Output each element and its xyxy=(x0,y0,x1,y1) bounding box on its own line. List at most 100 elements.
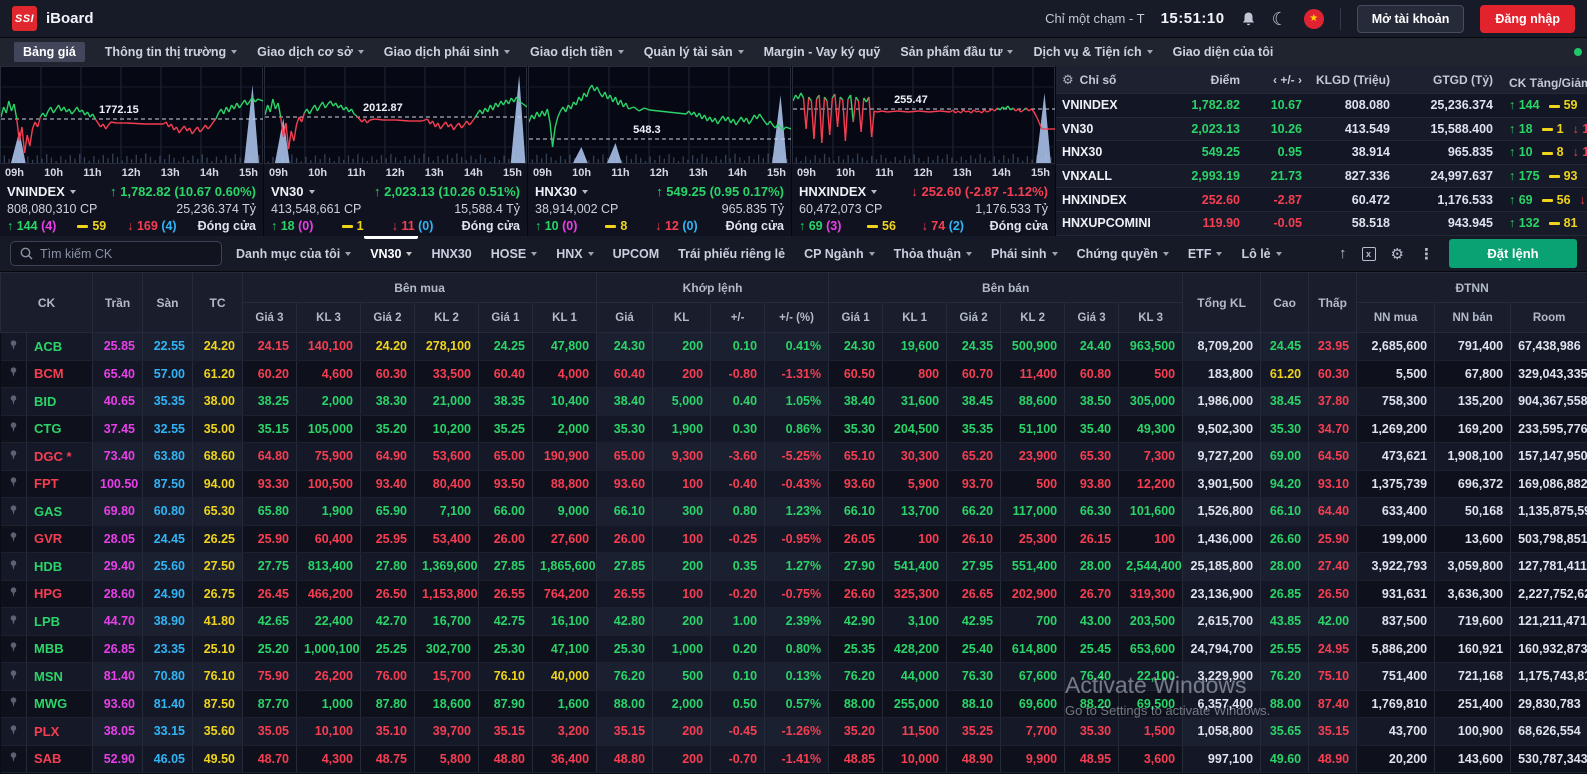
bid-volume-cell[interactable]: 39,700 xyxy=(414,717,479,746)
bid-price-cell[interactable]: 48.70 xyxy=(242,745,297,773)
bid-price-cell[interactable]: 93.50 xyxy=(478,470,533,498)
ask-price-cell[interactable]: 93.70 xyxy=(946,470,1002,498)
bid-price-cell[interactable]: 38.35 xyxy=(478,387,533,416)
match-price-cell[interactable]: 66.10 xyxy=(596,497,654,526)
bid-volume-cell[interactable]: 1,369,600 xyxy=(414,552,479,581)
match-price-cell[interactable]: 60.40 xyxy=(596,360,654,388)
tab-hose[interactable]: HOSE xyxy=(491,236,538,271)
ask-price-cell[interactable]: 28.00 xyxy=(1064,552,1120,581)
match-price-cell[interactable]: 26.55 xyxy=(596,580,654,608)
ask-volume-cell[interactable]: 7,300 xyxy=(1118,442,1184,471)
tab-tr-i-phi-u-ri-ng-l-[interactable]: Trái phiếu riêng lẻ xyxy=(678,236,785,271)
symbol-cell[interactable]: SAB xyxy=(26,745,93,773)
bid-volume-cell[interactable]: 1,600 xyxy=(532,690,598,718)
language-flag-icon[interactable]: ★ xyxy=(1303,8,1324,29)
bid-price-cell[interactable]: 27.75 xyxy=(242,552,297,581)
menu-item-th-ng-tin-th-tr-ng[interactable]: Thông tin thị trường xyxy=(105,45,238,59)
bid-price-cell[interactable]: 76.10 xyxy=(478,662,533,691)
ask-volume-cell[interactable]: 23,900 xyxy=(1000,442,1066,471)
ask-volume-cell[interactable]: 13,700 xyxy=(882,497,948,526)
ask-volume-cell[interactable]: 88,600 xyxy=(1000,387,1066,416)
pin-icon[interactable] xyxy=(0,470,27,498)
bid-volume-cell[interactable]: 100,500 xyxy=(296,470,361,498)
ask-price-cell[interactable]: 93.60 xyxy=(828,470,884,498)
index-name-dropdown[interactable]: VNINDEX xyxy=(7,184,76,199)
ask-volume-cell[interactable]: 500 xyxy=(1118,360,1184,388)
match-price-cell[interactable]: 38.40 xyxy=(596,387,654,416)
pin-icon[interactable] xyxy=(0,580,27,608)
ask-volume-cell[interactable]: 963,500 xyxy=(1118,332,1184,361)
menu-item-qu-n-l-t-i-s-n[interactable]: Quản lý tài sản xyxy=(644,45,744,59)
tab-ch-ng-quy-n[interactable]: Chứng quyền xyxy=(1077,236,1169,271)
menu-item-b-ng-gi-[interactable]: Bảng giá xyxy=(14,42,85,62)
bid-price-cell[interactable]: 27.80 xyxy=(360,552,415,581)
bid-price-cell[interactable]: 24.25 xyxy=(478,332,533,361)
bid-price-cell[interactable]: 35.05 xyxy=(242,717,297,746)
ask-volume-cell[interactable]: 319,300 xyxy=(1118,580,1184,608)
bid-volume-cell[interactable]: 4,300 xyxy=(296,745,361,773)
search-box[interactable] xyxy=(10,241,222,266)
ask-price-cell[interactable]: 76.20 xyxy=(828,662,884,691)
bid-price-cell[interactable]: 48.75 xyxy=(360,745,415,773)
bid-volume-cell[interactable]: 88,800 xyxy=(532,470,598,498)
ask-price-cell[interactable]: 65.30 xyxy=(1064,442,1120,471)
ask-price-cell[interactable]: 26.05 xyxy=(828,525,884,553)
bid-price-cell[interactable]: 35.20 xyxy=(360,415,415,443)
watchlist-dropdown[interactable]: Danh mục của tôi xyxy=(236,236,352,271)
pin-icon[interactable] xyxy=(0,635,27,663)
ask-volume-cell[interactable]: 9,900 xyxy=(1000,745,1066,773)
ask-volume-cell[interactable]: 700 xyxy=(1000,607,1066,636)
index-row-vnindex[interactable]: VNINDEX 1,782.82 10.67 808.080 25,236.374 ↑ 1… xyxy=(1056,94,1587,118)
ask-volume-cell[interactable]: 44,000 xyxy=(882,662,948,691)
bid-price-cell[interactable]: 93.30 xyxy=(242,470,297,498)
bid-volume-cell[interactable]: 302,700 xyxy=(414,635,479,663)
index-row-vnxall[interactable]: VNXALL 2,993.19 21.73 827.336 24,997.637 ↑ 17… xyxy=(1056,164,1587,189)
ask-volume-cell[interactable]: 101,600 xyxy=(1118,497,1184,526)
bid-volume-cell[interactable]: 1,865,600 xyxy=(532,552,598,581)
tab-etf[interactable]: ETF xyxy=(1188,236,1223,271)
ask-volume-cell[interactable]: 800 xyxy=(882,360,948,388)
ask-price-cell[interactable]: 66.30 xyxy=(1064,497,1120,526)
bid-volume-cell[interactable]: 26,200 xyxy=(296,662,361,691)
bid-volume-cell[interactable]: 10,200 xyxy=(414,415,479,443)
settings-gear-icon[interactable]: ⚙ xyxy=(1062,71,1074,87)
bid-price-cell[interactable]: 35.15 xyxy=(478,717,533,746)
bid-price-cell[interactable]: 48.80 xyxy=(478,745,533,773)
symbol-cell[interactable]: FPT xyxy=(26,470,93,498)
bid-price-cell[interactable]: 60.20 xyxy=(242,360,297,388)
match-price-cell[interactable]: 93.60 xyxy=(596,470,654,498)
ask-price-cell[interactable]: 48.95 xyxy=(1064,745,1120,773)
menu-item-s-n-ph-m-u-t-[interactable]: Sản phẩm đầu tư xyxy=(900,45,1014,59)
bid-price-cell[interactable]: 87.70 xyxy=(242,690,297,718)
bid-price-cell[interactable]: 64.90 xyxy=(360,442,415,471)
ask-volume-cell[interactable]: 551,400 xyxy=(1000,552,1066,581)
pin-icon[interactable] xyxy=(0,360,27,388)
bid-volume-cell[interactable]: 4,000 xyxy=(532,360,598,388)
pin-icon[interactable] xyxy=(0,525,27,553)
scroll-top-icon[interactable]: ↑ xyxy=(1339,245,1347,262)
ask-price-cell[interactable]: 27.95 xyxy=(946,552,1002,581)
bid-volume-cell[interactable]: 18,600 xyxy=(414,690,479,718)
ask-price-cell[interactable]: 60.50 xyxy=(828,360,884,388)
pin-icon[interactable] xyxy=(0,415,27,443)
symbol-cell[interactable]: PLX xyxy=(26,717,93,746)
bid-volume-cell[interactable]: 22,400 xyxy=(296,607,361,636)
bid-price-cell[interactable]: 42.75 xyxy=(478,607,533,636)
ask-price-cell[interactable]: 25.40 xyxy=(946,635,1002,663)
ask-volume-cell[interactable]: 69,500 xyxy=(1118,690,1184,718)
ask-volume-cell[interactable]: 49,300 xyxy=(1118,415,1184,443)
index-name-dropdown[interactable]: VN30 xyxy=(271,184,315,199)
bid-volume-cell[interactable]: 53,600 xyxy=(414,442,479,471)
match-price-cell[interactable]: 88.00 xyxy=(596,690,654,718)
ask-volume-cell[interactable]: 305,000 xyxy=(1118,387,1184,416)
ask-price-cell[interactable]: 48.85 xyxy=(828,745,884,773)
ask-price-cell[interactable]: 35.40 xyxy=(1064,415,1120,443)
ask-price-cell[interactable]: 60.80 xyxy=(1064,360,1120,388)
symbol-cell[interactable]: BCM xyxy=(26,360,93,388)
ask-price-cell[interactable]: 88.10 xyxy=(946,690,1002,718)
ask-volume-cell[interactable]: 204,500 xyxy=(882,415,948,443)
bid-volume-cell[interactable]: 3,200 xyxy=(532,717,598,746)
index-row-hnxupcomini[interactable]: HNXUPCOMINI 119.90 -0.05 58.518 943.945 ↑ 132… xyxy=(1056,211,1587,236)
bid-volume-cell[interactable]: 10,100 xyxy=(296,717,361,746)
export-excel-icon[interactable]: x xyxy=(1361,246,1376,261)
